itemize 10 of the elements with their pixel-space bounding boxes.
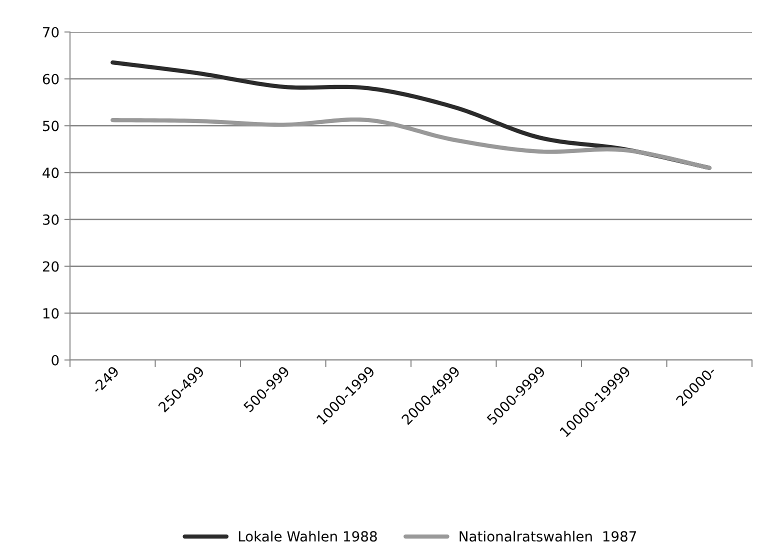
y-tick-label: 60 (42, 74, 59, 84)
legend-label: Lokale Wahlen 1988 (238, 530, 377, 542)
y-tick-label: 20 (42, 261, 59, 272)
y-tick-label: 30 (42, 214, 59, 225)
y-tick-label: 50 (42, 120, 59, 132)
y-tick-label: 70 (43, 26, 59, 38)
legend-label: Nationalratswahlen 1987 (460, 530, 636, 542)
y-tick-label: 40 (42, 168, 59, 178)
y-tick-label: 0 (52, 354, 59, 366)
y-tick-label: 10 (43, 308, 59, 319)
